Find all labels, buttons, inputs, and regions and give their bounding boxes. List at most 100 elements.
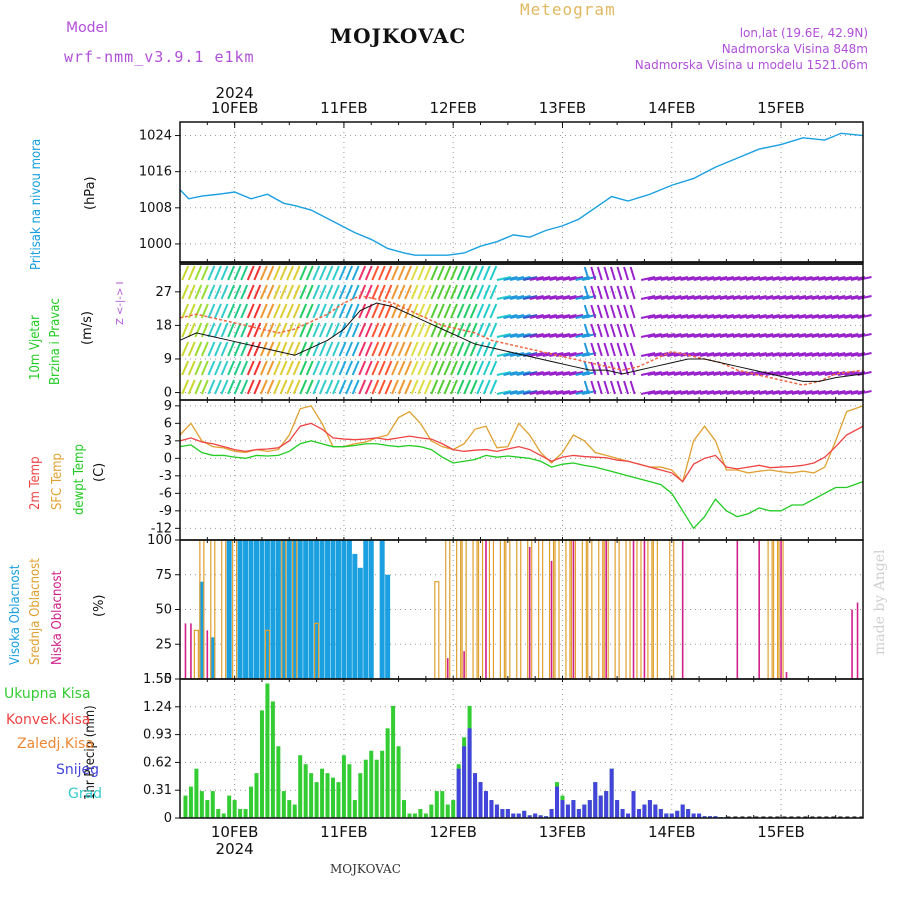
wind-barb: [181, 284, 190, 300]
wind-barb: [713, 352, 728, 357]
wind-barb: [273, 379, 281, 395]
wind-barb: [456, 303, 465, 319]
wind-barb: [616, 323, 623, 338]
precip-snow-bar: [544, 816, 549, 818]
wind-barb: [266, 265, 275, 281]
wind-barb: [509, 390, 525, 395]
wind-barb: [699, 333, 715, 338]
wind-barb: [568, 295, 584, 300]
wind-barb: [410, 379, 419, 395]
wind-barb: [292, 379, 301, 395]
precip-total-bar: [243, 809, 248, 818]
wind-barb: [824, 371, 839, 376]
cloud-mid-bar: [636, 539, 642, 680]
precip-total-bar: [336, 782, 341, 818]
wind-barb: [423, 360, 432, 376]
wind-barb: [469, 322, 478, 338]
cloud-high-bar: [341, 540, 347, 679]
cloud-high-bar: [199, 581, 205, 679]
wind-barb: [686, 371, 702, 376]
wind-barb: [266, 322, 275, 338]
precip-total-bar: [249, 786, 254, 818]
wind-barb: [549, 371, 564, 376]
precip-snow-bar: [560, 800, 565, 818]
wind-barb: [259, 284, 268, 300]
cloud-high-bar: [303, 540, 309, 679]
wind-barb: [338, 379, 347, 395]
wind-barb: [181, 379, 190, 395]
wind-barb: [371, 379, 380, 395]
wind-barb: [667, 371, 682, 376]
wind-barb: [529, 352, 544, 357]
footer-label: MOJKOVAC: [330, 862, 401, 876]
wind-barb: [318, 284, 327, 300]
precip-total-bar: [325, 773, 330, 818]
wind-barb: [791, 352, 807, 357]
wind-barb: [509, 333, 525, 338]
precip-snow-bar: [680, 804, 685, 818]
wind-barb: [752, 333, 767, 338]
wind-barb: [772, 352, 787, 357]
y-tick-label: 1.55: [143, 672, 172, 687]
wind-barb: [345, 341, 354, 357]
cloud-low-bar: [605, 540, 607, 679]
wind-barb: [654, 276, 669, 281]
precip-total-bar: [265, 683, 270, 818]
wind-barb: [345, 379, 354, 395]
wind-barb: [220, 303, 229, 319]
wind-barb: [647, 295, 662, 300]
wind-barb: [811, 371, 826, 376]
wind-barb: [332, 284, 340, 300]
wind-barb: [259, 265, 268, 281]
wind-barb: [292, 284, 301, 300]
y-tick-label: 0: [164, 386, 172, 401]
cloud-low-bar: [463, 651, 465, 679]
precip-total-bar: [281, 791, 286, 818]
wind-barb: [745, 295, 761, 300]
wind-barb: [522, 371, 538, 376]
wind-barb: [765, 390, 780, 395]
cloud-high-bar: [346, 540, 352, 679]
wind-barb: [739, 352, 754, 357]
y-tick-label: -3: [159, 469, 172, 484]
wind-barb: [194, 265, 203, 281]
wind-barb: [791, 314, 807, 319]
wind-barb: [811, 352, 826, 357]
wind-barb: [629, 266, 636, 281]
wind-barb: [590, 361, 597, 376]
wind-barb: [719, 295, 735, 300]
cloud-low-bar: [758, 540, 760, 679]
x-tick-label-top: 12FEB: [429, 99, 476, 117]
wind-barb: [522, 333, 538, 338]
wind-barb: [364, 360, 373, 376]
precip-total-bar: [298, 755, 303, 818]
wind-barb: [798, 390, 813, 395]
wind-barb: [745, 276, 761, 281]
wind-barb: [371, 322, 380, 338]
wind-barb: [345, 284, 354, 300]
wind-barb: [590, 285, 597, 300]
cloud-mid-bar: [516, 539, 522, 680]
wind-barb: [364, 303, 373, 319]
wind-barb: [338, 360, 347, 376]
wind-barb: [562, 314, 577, 319]
wind-barb: [640, 371, 656, 376]
wind-barb: [824, 333, 839, 338]
wind-barb: [844, 371, 859, 376]
wind-barb: [266, 284, 275, 300]
wind-barb: [680, 352, 695, 357]
y-tick-label: 3: [164, 434, 172, 449]
wind-barb: [496, 314, 512, 319]
x-tick-label-top: 13FEB: [539, 99, 586, 117]
precip-total-bar: [385, 728, 390, 818]
cloud-low-bar: [736, 540, 739, 679]
wind-barb: [739, 390, 754, 395]
cloud-low-bar: [856, 602, 859, 679]
wind-barb: [430, 303, 439, 319]
wind-barb: [371, 360, 380, 376]
precip-total-bar: [238, 809, 243, 818]
wind-barb: [305, 303, 314, 319]
pressure-line: [179, 132, 864, 256]
wind-barb: [450, 360, 458, 376]
